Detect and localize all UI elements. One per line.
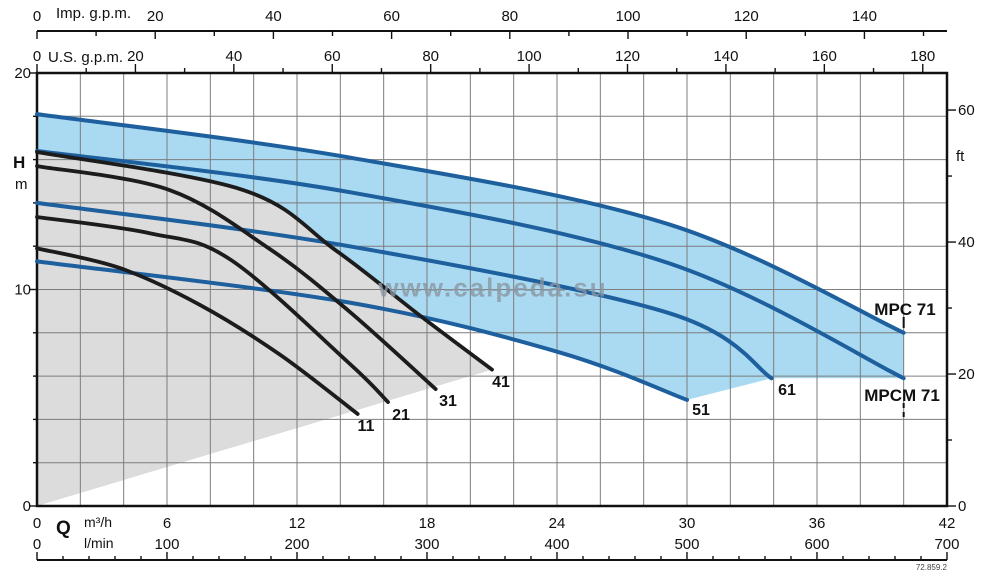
curve-31	[35, 164, 438, 391]
curves	[35, 112, 906, 416]
tick-label: 100	[154, 536, 179, 553]
tick-label: 42	[939, 515, 956, 532]
tick-label: 30	[679, 515, 696, 532]
curve-label-61: 61	[778, 382, 796, 399]
tick-label: 140	[852, 8, 877, 25]
tick-label: 20	[127, 48, 144, 65]
tick-label: 0	[33, 48, 41, 65]
tick-label: 40	[225, 48, 242, 65]
curve-41	[35, 150, 494, 372]
tick-label: 500	[674, 536, 699, 553]
head-axis-unit-m: m	[15, 176, 28, 193]
curve-21	[35, 215, 390, 404]
tick-label: 60	[324, 48, 341, 65]
tick-label: 20	[147, 8, 164, 25]
axis-us-gpm: 0 20 40 60 80 100 120 140 160 180	[33, 48, 935, 73]
tick-label: 0	[23, 498, 31, 515]
tick-label: 24	[549, 515, 566, 532]
flow-axis-label: Q	[56, 518, 71, 539]
curve-11	[35, 246, 360, 416]
flow-axis-unit-m3h: m³/h	[84, 514, 112, 530]
tick-label: 36	[809, 515, 826, 532]
imp-gpm-axis-title: Imp. g.p.m.	[56, 5, 132, 22]
tick-label: 60	[383, 8, 400, 25]
document-code: 72.859.2	[915, 563, 947, 572]
axis-h-m: 0 10 20	[14, 65, 37, 515]
curve-label-21: 21	[392, 407, 410, 424]
tick-label: 120	[734, 8, 759, 25]
watermark-text: www.calpeda.su	[378, 272, 608, 303]
axis-imp-gpm: 0 20 40 60 80 100 120 140	[33, 8, 947, 39]
tick-label: 40	[958, 234, 975, 251]
curve-label-41: 41	[492, 374, 510, 391]
tick-label: 18	[419, 515, 436, 532]
tick-label: 180	[910, 48, 935, 65]
tick-label: 600	[804, 536, 829, 553]
tick-label: 6	[163, 515, 171, 532]
tick-label: 20	[958, 366, 975, 383]
curve-label-mpcm-71: MPCM 71	[864, 386, 940, 405]
curve-label-11: 11	[357, 418, 375, 435]
axis-lmin: 0 100 200 300 400 500 600 700	[33, 536, 959, 561]
tick-label: 0	[33, 515, 41, 532]
curve-label-mpc-71: MPC 71	[874, 300, 936, 319]
head-axis-label: H	[13, 153, 26, 172]
tick-label: 100	[517, 48, 542, 65]
tick-label: 400	[544, 536, 569, 553]
tick-label: 80	[422, 48, 439, 65]
tick-label: 200	[284, 536, 309, 553]
tick-label: 20	[14, 65, 31, 82]
gray-operating-area	[37, 152, 492, 506]
tick-label: 10	[14, 282, 31, 299]
curve-mpc-71	[35, 112, 906, 335]
tick-label: 80	[501, 8, 518, 25]
tick-label: 100	[616, 8, 641, 25]
curve-61	[35, 200, 774, 381]
tick-label: 0	[33, 8, 41, 25]
head-axis-unit-ft: ft	[956, 148, 965, 165]
tick-label: 0	[958, 498, 966, 515]
tick-label: 700	[934, 536, 959, 553]
tick-label: 300	[414, 536, 439, 553]
tick-label: 140	[713, 48, 738, 65]
tick-label: 60	[958, 102, 975, 119]
flow-axis-unit-lmin: l/min	[84, 535, 114, 551]
tick-label: 160	[812, 48, 837, 65]
tick-label: 0	[33, 536, 41, 553]
axis-m3h: 0 6 12 18 24 30 36 42	[33, 515, 956, 532]
us-gpm-axis-title: U.S. g.p.m.	[48, 49, 124, 66]
axis-ft: 0 20 40 60	[947, 102, 975, 515]
tick-label: 120	[615, 48, 640, 65]
curve-label-31: 31	[439, 393, 457, 410]
tick-label: 40	[265, 8, 282, 25]
tick-label: 12	[289, 515, 306, 532]
curve-mpcm-71	[35, 148, 906, 381]
curve-label-51: 51	[692, 402, 710, 419]
